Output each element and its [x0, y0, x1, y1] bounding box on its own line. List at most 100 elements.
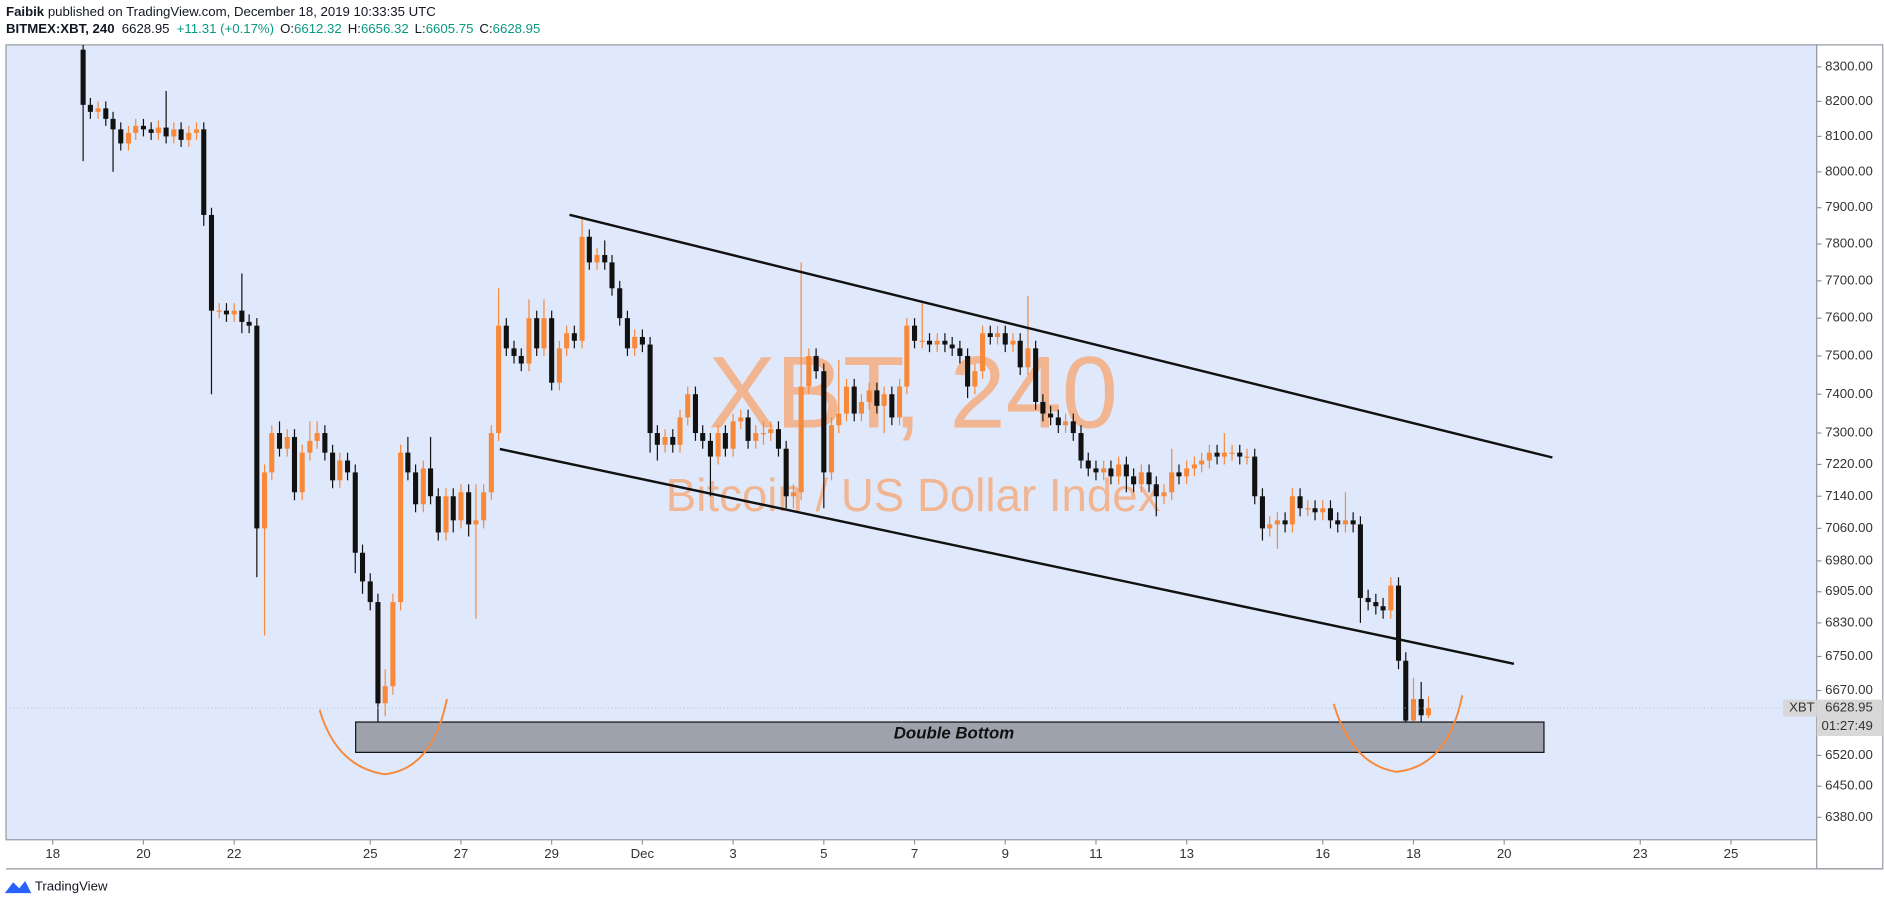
watermark-subtitle: Bitcoin / US Dollar Index: [666, 469, 1161, 521]
candle-body: [1244, 456, 1250, 458]
symbol-label: XBT: [1789, 700, 1815, 715]
candle-body: [1350, 520, 1356, 525]
candle-body: [889, 394, 895, 418]
candle-body: [148, 129, 154, 133]
candle-body: [911, 325, 918, 341]
candle-body: [330, 452, 336, 481]
candle-body: [201, 129, 207, 215]
candle-body: [556, 348, 562, 383]
candle-body: [685, 394, 691, 418]
candle-body: [1146, 472, 1152, 485]
candle-body: [155, 127, 161, 133]
candle-body: [1395, 585, 1402, 661]
candle-body: [1237, 452, 1243, 457]
y-tick-label: 8100.00: [1825, 128, 1873, 143]
candle-body: [1282, 520, 1288, 525]
x-tick-label: 25: [1724, 846, 1739, 861]
candle-body: [1380, 606, 1386, 611]
y-tick-label: 7600.00: [1825, 310, 1873, 325]
candle-body: [534, 318, 540, 349]
y-tick-label: 6520.00: [1825, 747, 1873, 762]
published: published on TradingView.com, December 1…: [44, 4, 436, 19]
candle-body: [186, 132, 192, 140]
candle-body: [496, 325, 502, 434]
candle-body: [284, 436, 290, 449]
candle-body: [231, 310, 237, 315]
candle-body: [783, 448, 789, 497]
candle-body: [609, 262, 615, 289]
candle-body: [443, 496, 449, 533]
candle-body: [1357, 524, 1363, 598]
symbol: BITMEX:XBT, 240: [6, 21, 115, 36]
candle-body: [503, 325, 509, 349]
candle-body: [450, 496, 456, 521]
y-tick-label: 7400.00: [1825, 386, 1873, 401]
x-tick-label: 13: [1179, 846, 1194, 861]
candle-body: [564, 333, 570, 349]
candle-body: [1002, 333, 1008, 345]
candle-body: [541, 318, 547, 349]
candle-body: [322, 433, 328, 453]
candle-body: [1229, 452, 1235, 454]
candle-body: [1418, 699, 1424, 716]
change: +11.31 (+0.17%): [177, 21, 274, 36]
candle-body: [715, 433, 721, 457]
candle-body: [965, 355, 971, 387]
candle-body: [1206, 452, 1212, 461]
x-tick-label: 7: [911, 846, 918, 861]
candle-body: [1312, 508, 1318, 513]
candle-body: [1070, 421, 1076, 434]
candle-body: [1108, 468, 1114, 477]
candle-body: [352, 472, 358, 553]
x-tick-label: 11: [1089, 846, 1103, 861]
ohlc-label: H:: [348, 21, 361, 36]
candle-body: [1010, 340, 1016, 345]
candle-body: [216, 310, 222, 312]
candle-body: [866, 390, 872, 402]
candle-body: [140, 125, 146, 130]
candle-body: [775, 429, 782, 449]
ohlc-value: 6628.95: [493, 21, 541, 36]
y-tick-label: 7900.00: [1825, 199, 1873, 214]
ohlc-label: L:: [415, 21, 426, 36]
candle-body: [1093, 468, 1099, 473]
candle-body: [647, 344, 653, 434]
candle-body: [1101, 468, 1107, 473]
candle-body: [1017, 340, 1023, 368]
candle-body: [1085, 460, 1091, 469]
candle-body: [375, 602, 381, 704]
candle-body: [526, 318, 532, 364]
candle-body: [949, 344, 955, 349]
candle-body: [753, 433, 759, 441]
x-tick-label: 22: [227, 846, 242, 861]
candle-body: [466, 492, 472, 525]
candle-body: [1252, 456, 1258, 497]
candle-body: [1184, 468, 1190, 477]
candle-body: [1403, 660, 1409, 721]
candle-body: [359, 552, 366, 582]
candle-body: [80, 49, 86, 105]
candle-body: [926, 340, 933, 345]
ohlc-label: O:: [280, 21, 294, 36]
candle-body: [1365, 597, 1371, 603]
candle-body: [1327, 508, 1334, 521]
candle-body: [722, 433, 728, 449]
candle-body: [1176, 472, 1182, 477]
candle-body: [103, 108, 109, 119]
candle-body: [836, 413, 842, 426]
candle-body: [677, 417, 683, 445]
candle-body: [904, 325, 910, 387]
candle-body: [420, 468, 426, 505]
candles: [6, 44, 1817, 738]
y-tick-label: 6670.00: [1825, 682, 1873, 697]
candle-body: [269, 433, 275, 473]
author: Faibik: [6, 4, 45, 19]
x-tick-label: 27: [454, 846, 469, 861]
y-tick-label: 7300.00: [1825, 425, 1873, 440]
candle-body: [314, 433, 320, 441]
x-tick-label: 23: [1633, 846, 1648, 861]
candle-body: [163, 127, 169, 137]
candle-body: [367, 581, 373, 603]
